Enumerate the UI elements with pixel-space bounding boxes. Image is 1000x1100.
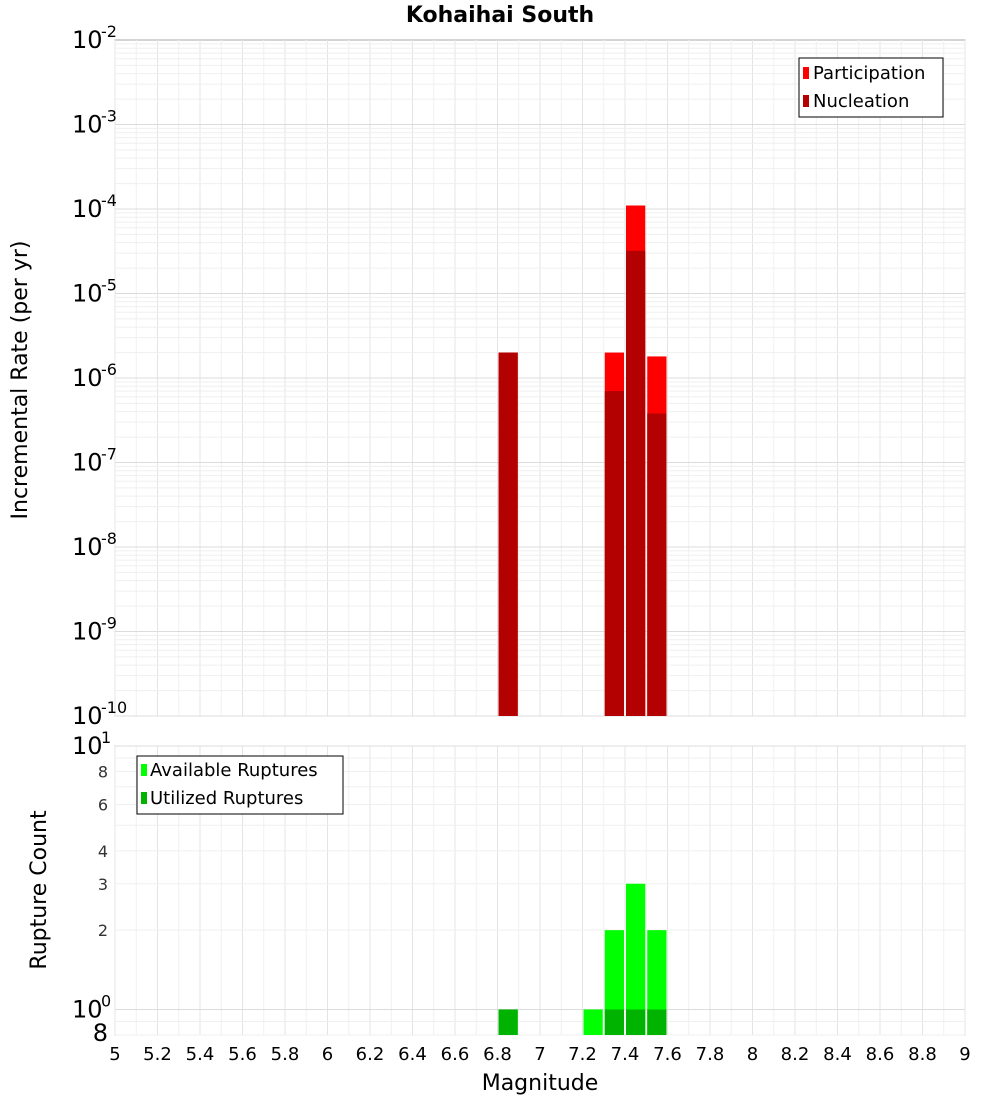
y-tick-base: 10 <box>72 26 103 54</box>
y-tick-label: 10-8 <box>72 529 117 561</box>
top-bar-nucleation <box>498 352 518 716</box>
y-tick-exponent: -5 <box>101 276 117 295</box>
y-tick-exponent: -7 <box>101 445 117 464</box>
bottom-bar-utilized-ruptures <box>604 1009 624 1035</box>
x-tick-label: 6.6 <box>441 1044 470 1065</box>
legend-swatch-participation <box>803 67 809 79</box>
x-tick-label: 5 <box>109 1044 120 1065</box>
y-tick-base: 10 <box>72 280 103 308</box>
x-axis-label: Magnitude <box>482 1071 599 1096</box>
legend-label-nucleation: Nucleation <box>813 91 909 112</box>
top-y-axis-label: Incremental Rate (per yr) <box>8 241 33 520</box>
y-tick-minor-label: 8 <box>98 763 108 782</box>
x-tick-label: 6.8 <box>483 1044 512 1065</box>
top-bar-nucleation <box>647 413 667 716</box>
x-tick-label: 6.2 <box>356 1044 385 1065</box>
y-tick-label: 100 <box>72 991 111 1023</box>
legend-label-utilized: Utilized Ruptures <box>150 788 303 809</box>
top-legend-box <box>798 57 944 118</box>
y-tick-exponent: -6 <box>101 360 117 379</box>
y-tick-exponent: 1 <box>101 728 111 747</box>
y-tick-base: 10 <box>72 195 103 223</box>
y-tick-exponent: -2 <box>101 22 117 41</box>
bottom-y-axis-label: Rupture Count <box>27 810 52 970</box>
x-tick-label: 6.4 <box>398 1044 427 1065</box>
x-tick-label: 9 <box>959 1044 970 1065</box>
top-grid <box>114 40 966 717</box>
x-tick-label: 8.4 <box>823 1044 852 1065</box>
x-tick-label: 7.8 <box>696 1044 725 1065</box>
x-tick-label: 7.6 <box>653 1044 682 1065</box>
x-tick-label: 7 <box>534 1044 545 1065</box>
x-tick-label: 5.8 <box>271 1044 300 1065</box>
x-tick-label: 7.4 <box>611 1044 640 1065</box>
y-tick-minor-label: 3 <box>98 875 108 894</box>
legend-swatch-available <box>141 764 147 776</box>
bottom-legend-box <box>136 755 344 815</box>
y-tick-minor-label: 8 <box>93 1019 108 1047</box>
x-tick-label: 6 <box>322 1044 333 1065</box>
y-tick-base: 10 <box>72 449 103 477</box>
y-tick-base: 10 <box>72 364 103 392</box>
bottom-bar-utilized-ruptures <box>498 1009 518 1035</box>
y-tick-base: 10 <box>72 702 103 730</box>
y-tick-minor-label: 4 <box>98 842 108 861</box>
y-tick-label: 10-4 <box>72 191 117 223</box>
y-tick-base: 10 <box>72 732 103 760</box>
y-tick-base: 10 <box>72 533 103 561</box>
legend-label-participation: Participation <box>813 63 925 84</box>
bottom-bar-utilized-ruptures <box>647 1009 667 1035</box>
y-tick-label: 10-7 <box>72 445 117 477</box>
x-tick-label: 8.8 <box>908 1044 937 1065</box>
x-tick-label: 5.2 <box>143 1044 172 1065</box>
y-tick-label: 10-2 <box>72 22 117 54</box>
legend-label-available: Available Ruptures <box>150 760 318 781</box>
chart-title: Kohaihai South <box>406 3 594 28</box>
y-tick-label: 10-6 <box>72 360 117 392</box>
x-tick-label: 8.6 <box>866 1044 895 1065</box>
bottom-bar-utilized-ruptures <box>626 1009 646 1035</box>
top-legend: Participation Nucleation <box>798 57 944 118</box>
y-tick-base: 10 <box>72 995 103 1023</box>
x-tick-label: 5.6 <box>228 1044 257 1065</box>
top-bar-nucleation <box>604 391 624 716</box>
y-tick-exponent: -4 <box>101 191 117 210</box>
y-tick-label: 101 <box>72 728 111 760</box>
bottom-bar-available-ruptures <box>626 883 646 1035</box>
legend-swatch-utilized <box>141 792 147 804</box>
x-tick-label: 5.4 <box>186 1044 215 1065</box>
bottom-bars <box>498 883 667 1035</box>
bottom-bar-available-ruptures <box>604 930 624 1035</box>
y-tick-minor-label: 2 <box>98 921 108 940</box>
y-tick-exponent: -9 <box>101 614 117 633</box>
x-tick-label: 8.2 <box>781 1044 810 1065</box>
legend-swatch-nucleation <box>803 95 809 107</box>
bottom-legend: Available Ruptures Utilized Ruptures <box>136 755 344 815</box>
x-tick-label: 7.2 <box>568 1044 597 1065</box>
top-bar-nucleation <box>626 250 646 716</box>
y-tick-exponent: -8 <box>101 529 117 548</box>
bottom-bar-available-ruptures <box>583 1009 603 1035</box>
x-ticks: 5 5.2 5.4 5.6 5.8 6 6.2 6.4 6.6 6.8 7 7.2 7.4 7.6 7.8 8… <box>109 1044 970 1065</box>
y-tick-base: 10 <box>72 618 103 646</box>
y-tick-exponent: -10 <box>101 698 127 717</box>
y-tick-exponent: 0 <box>101 991 111 1010</box>
y-tick-label: 10-10 <box>72 698 127 730</box>
top-bars <box>498 205 667 716</box>
y-tick-exponent: -3 <box>101 107 117 126</box>
y-tick-label: 10-9 <box>72 614 117 646</box>
bottom-bar-available-ruptures <box>647 930 667 1035</box>
y-tick-label: 10-3 <box>72 107 117 139</box>
x-tick-label: 8 <box>747 1044 758 1065</box>
y-tick-label: 10-5 <box>72 276 117 308</box>
y-tick-base: 10 <box>72 111 103 139</box>
y-tick-minor-label: 6 <box>98 795 108 814</box>
